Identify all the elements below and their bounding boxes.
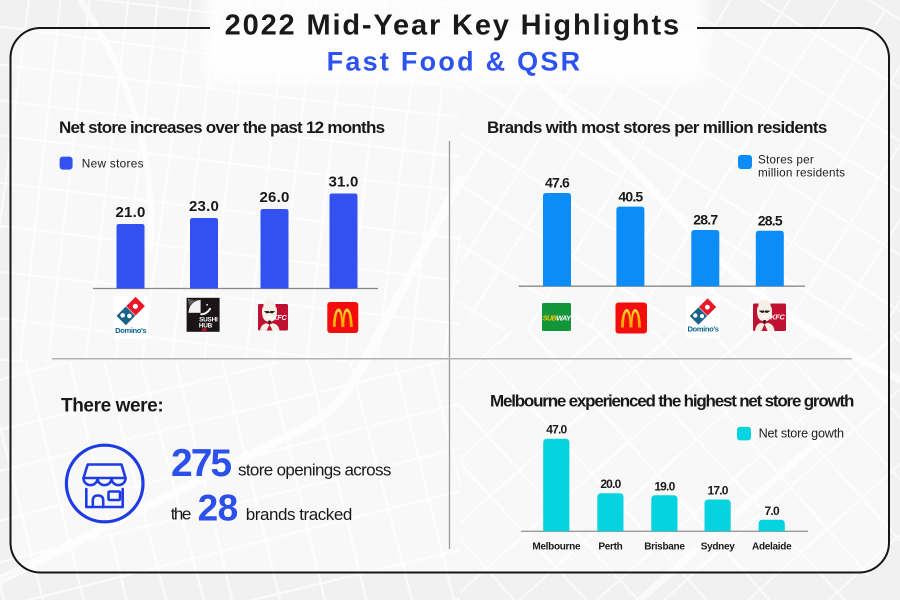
svg-text:Domino's: Domino's bbox=[115, 326, 146, 335]
svg-text:KFC: KFC bbox=[770, 313, 785, 322]
svg-text:SUSHI: SUSHI bbox=[199, 316, 218, 323]
svg-text:KFC: KFC bbox=[272, 313, 287, 322]
svg-text:275: 275 bbox=[171, 442, 231, 485]
svg-text:28.7: 28.7 bbox=[693, 212, 718, 228]
svg-text:40.5: 40.5 bbox=[618, 188, 643, 204]
svg-text:Fast Food & QSR: Fast Food & QSR bbox=[327, 47, 583, 77]
svg-text:SUBWAY: SUBWAY bbox=[543, 314, 572, 323]
svg-text:store openings across: store openings across bbox=[238, 461, 391, 480]
svg-text:Perth: Perth bbox=[598, 541, 622, 552]
svg-text:Sydney: Sydney bbox=[701, 541, 736, 552]
svg-text:31.0: 31.0 bbox=[329, 174, 359, 191]
svg-text:17.0: 17.0 bbox=[708, 484, 729, 498]
svg-text:28.5: 28.5 bbox=[758, 213, 783, 229]
svg-text:47.6: 47.6 bbox=[545, 175, 570, 191]
svg-text:the: the bbox=[171, 505, 191, 524]
svg-text:19.0: 19.0 bbox=[654, 479, 675, 493]
svg-text:Melbourne experienced the high: Melbourne experienced the highest net st… bbox=[490, 392, 854, 411]
svg-text:28: 28 bbox=[198, 487, 238, 528]
svg-text:21.0: 21.0 bbox=[116, 204, 146, 221]
svg-text:7.0: 7.0 bbox=[765, 504, 780, 518]
svg-text:brands tracked: brands tracked bbox=[246, 505, 352, 524]
svg-text:Adelaide: Adelaide bbox=[752, 541, 792, 552]
svg-text:23.0: 23.0 bbox=[189, 198, 219, 215]
svg-text:Stores per: Stores per bbox=[758, 153, 814, 166]
svg-text:Melbourne: Melbourne bbox=[532, 541, 581, 552]
svg-text:20.0: 20.0 bbox=[600, 477, 621, 491]
svg-text:There were:: There were: bbox=[61, 396, 163, 417]
svg-text:million residents: million residents bbox=[758, 167, 845, 180]
svg-text:Domino's: Domino's bbox=[687, 325, 718, 334]
svg-text:47.0: 47.0 bbox=[546, 423, 567, 437]
svg-text:Net store gowth: Net store gowth bbox=[759, 427, 844, 441]
svg-text:2022 Mid-Year Key Highlights: 2022 Mid-Year Key Highlights bbox=[225, 10, 681, 42]
svg-text:Brisbane: Brisbane bbox=[644, 541, 685, 552]
svg-text:Net store increases over the p: Net store increases over the past 12 mon… bbox=[59, 118, 385, 137]
svg-text:26.0: 26.0 bbox=[260, 189, 290, 206]
svg-text:HUB: HUB bbox=[199, 322, 213, 329]
svg-text:New stores: New stores bbox=[82, 156, 144, 170]
svg-text:Brands with most stores per mi: Brands with most stores per million resi… bbox=[487, 118, 827, 137]
